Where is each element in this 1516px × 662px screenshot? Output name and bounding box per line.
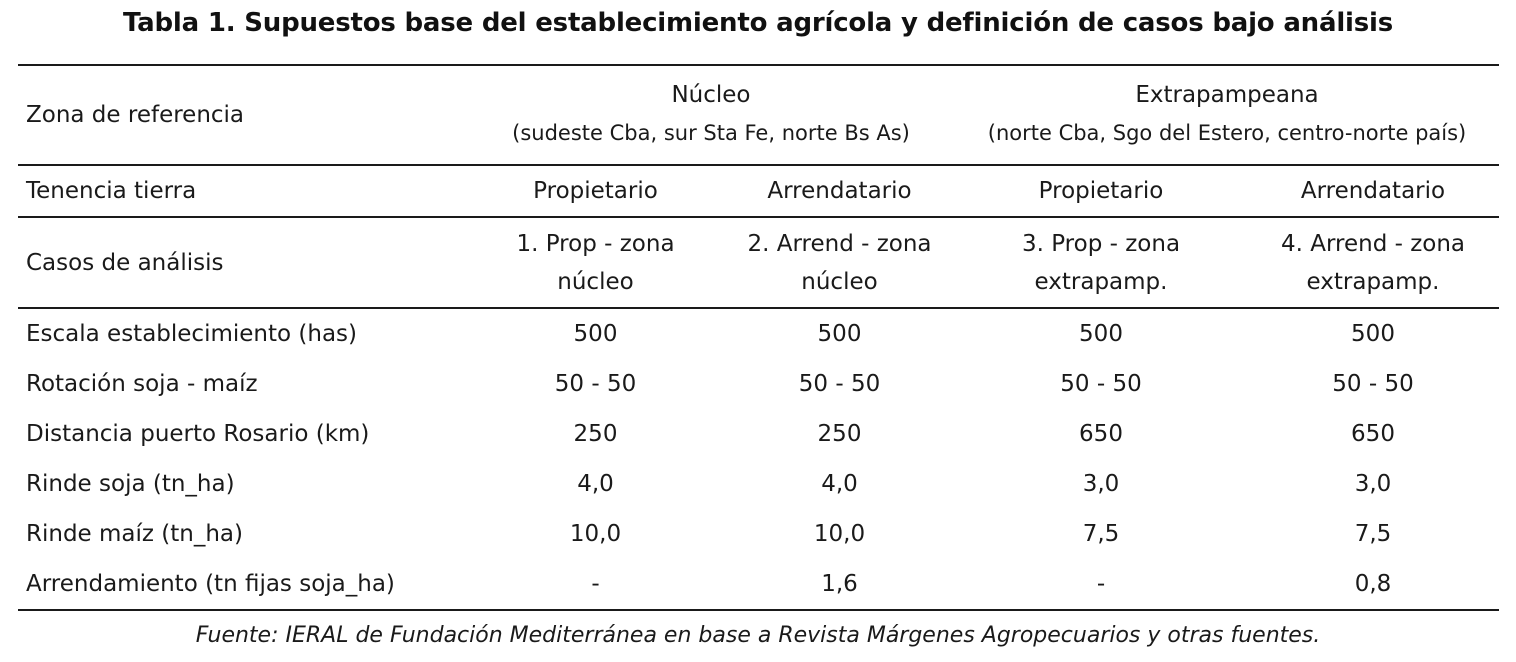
row-value: - — [467, 559, 724, 611]
row-value: 50 - 50 — [554, 371, 637, 397]
row-value: 4,0 — [821, 471, 858, 497]
row-value: 0,8 — [1247, 559, 1499, 611]
row-label: Rotación soja - maíz — [26, 371, 258, 397]
row-label: Distancia puerto Rosario (km) — [26, 421, 370, 447]
assumptions-table: Zona de referencia Núcleo (sudeste Cba, … — [18, 64, 1499, 611]
caso-cell: 3. Prop - zona extrapamp. — [955, 217, 1247, 309]
row-value: 500 — [1079, 321, 1123, 347]
row-value: 650 — [1351, 421, 1395, 447]
table-row: Rotación soja - maíz 50 - 50 50 - 50 50 … — [18, 359, 1499, 409]
row-value: 7,5 — [1354, 521, 1392, 547]
zona-extra-sub: (norte Cba, Sgo del Estero, centro-norte… — [987, 121, 1467, 145]
table-row: Rinde soja (tn_ha) 4,0 4,0 3,0 3,0 — [18, 459, 1499, 509]
table-row: Distancia puerto Rosario (km) 250 250 65… — [18, 409, 1499, 459]
tenencia-label: Tenencia tierra — [18, 165, 467, 218]
caso-line: 4. Arrend - zona — [1280, 230, 1466, 257]
row-value: 500 — [817, 321, 862, 347]
zona-extra-cell: Extrapampeana (norte Cba, Sgo del Estero… — [955, 64, 1499, 166]
source-note: Fuente: IERAL de Fundación Mediterránea … — [195, 623, 1321, 648]
zona-nucleo-cell: Núcleo (sudeste Cba, sur Sta Fe, norte B… — [467, 64, 955, 166]
zona-extra-name: Extrapampeana — [1135, 82, 1319, 108]
casos-row: Casos de análisis 1. Prop - zona núcleo … — [18, 217, 1499, 309]
tenencia-cell: Propietario — [955, 165, 1247, 218]
casos-label: Casos de análisis — [18, 217, 467, 309]
tenencia-cell: Propietario — [467, 165, 724, 218]
caso-line: núcleo — [557, 268, 634, 295]
caso-line: extrapamp. — [1306, 268, 1440, 295]
row-value: - — [955, 559, 1247, 611]
caso-line: 1. Prop - zona — [516, 230, 675, 257]
zona-nucleo-name: Núcleo — [671, 82, 751, 108]
tenencia-cell: Arrendatario — [1247, 165, 1499, 218]
zona-row: Zona de referencia Núcleo (sudeste Cba, … — [18, 64, 1499, 166]
row-value: 3,0 — [1354, 471, 1392, 497]
row-value: 10,0 — [813, 521, 866, 547]
row-label: Escala establecimiento (has) — [26, 321, 357, 347]
zona-nucleo-sub: (sudeste Cba, sur Sta Fe, norte Bs As) — [512, 121, 910, 145]
tenencia-cell: Arrendatario — [724, 165, 955, 218]
row-value: 650 — [1079, 421, 1123, 447]
table-row: Rinde maíz (tn_ha) 10,0 10,0 7,5 7,5 — [18, 509, 1499, 559]
row-value: 250 — [817, 421, 862, 447]
row-value: 500 — [573, 321, 618, 347]
row-value: 50 - 50 — [1332, 371, 1414, 397]
caso-cell: 4. Arrend - zona extrapamp. — [1247, 217, 1499, 309]
row-label: Rinde maíz (tn_ha) — [26, 521, 243, 547]
table-row: Escala establecimiento (has) 500 500 500… — [18, 308, 1499, 359]
row-value: 3,0 — [1082, 471, 1120, 497]
caso-line: núcleo — [801, 268, 878, 295]
row-value: 500 — [1351, 321, 1395, 347]
row-label: Rinde soja (tn_ha) — [26, 471, 235, 497]
table-title: Tabla 1. Supuestos base del establecimie… — [122, 8, 1394, 38]
row-label: Arrendamiento (tn fijas soja_ha) — [18, 559, 467, 611]
caso-line: 2. Arrend - zona — [747, 230, 932, 257]
table-row: Arrendamiento (tn fijas soja_ha) - 1,6 -… — [18, 559, 1499, 611]
row-value: 50 - 50 — [1060, 371, 1142, 397]
caso-cell: 1. Prop - zona núcleo — [467, 217, 724, 309]
caso-cell: 2. Arrend - zona núcleo — [724, 217, 955, 309]
tenencia-row: Tenencia tierra Propietario Arrendatario… — [18, 165, 1499, 218]
zona-label: Zona de referencia — [18, 64, 467, 166]
caso-line: 3. Prop - zona — [1021, 230, 1181, 257]
caso-line: extrapamp. — [1034, 268, 1168, 295]
row-value: 10,0 — [569, 521, 622, 547]
row-value: 7,5 — [1082, 521, 1120, 547]
row-value: 250 — [573, 421, 618, 447]
row-value: 50 - 50 — [798, 371, 881, 397]
row-value: 1,6 — [724, 559, 955, 611]
row-value: 4,0 — [577, 471, 614, 497]
